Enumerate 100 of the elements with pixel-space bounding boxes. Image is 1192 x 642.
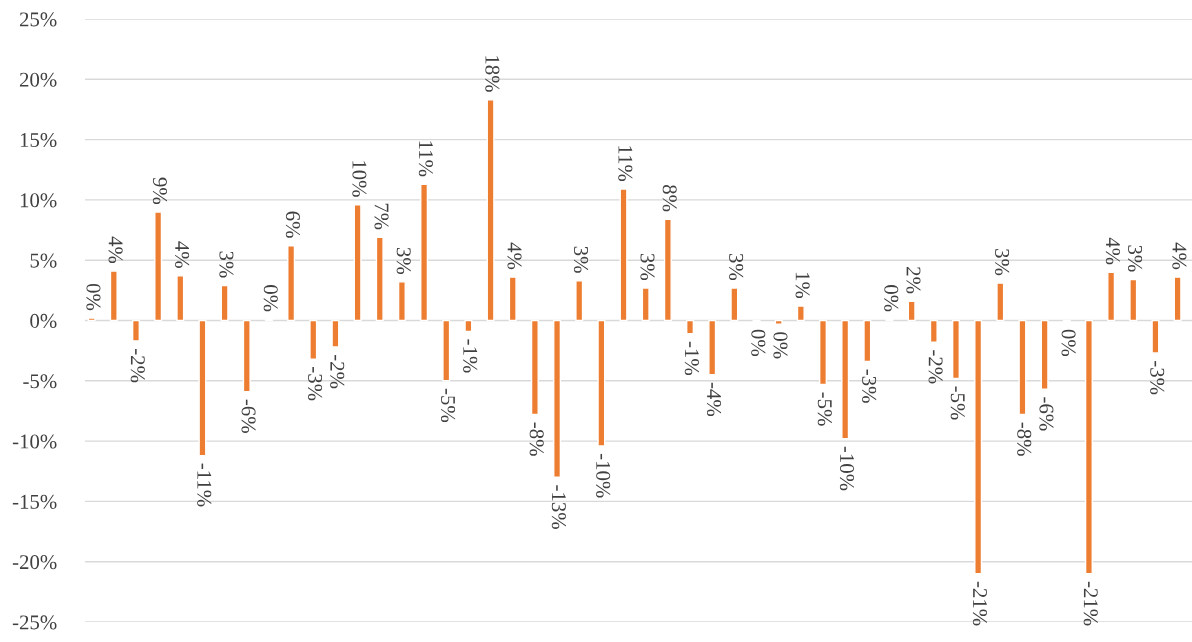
bar — [907, 300, 916, 322]
bar — [1040, 319, 1049, 390]
data-label: 11% — [618, 146, 633, 182]
data-label: -10% — [596, 453, 611, 498]
bar — [176, 275, 185, 322]
y-tick-label: 15% — [20, 132, 57, 148]
data-label: 0% — [751, 329, 766, 356]
data-label: 7% — [374, 203, 389, 230]
bar — [154, 211, 163, 322]
bar — [597, 319, 606, 447]
y-tick-label: 20% — [19, 72, 57, 87]
bar — [87, 317, 96, 322]
data-label: -13% — [551, 485, 566, 529]
data-label: -2% — [130, 349, 145, 383]
y-tick-label: -5% — [23, 374, 57, 389]
bar — [929, 319, 938, 343]
data-label: 0% — [263, 285, 278, 312]
bar — [686, 319, 695, 335]
data-label: 6% — [285, 211, 300, 238]
bar — [1129, 278, 1138, 322]
data-label: -6% — [1039, 397, 1054, 431]
data-label: 0% — [884, 285, 899, 312]
data-label: -10% — [839, 446, 855, 491]
data-label: 3% — [219, 251, 234, 278]
bar — [1018, 319, 1027, 416]
bar — [619, 188, 628, 322]
data-label: -3% — [1150, 361, 1165, 395]
bar — [575, 280, 584, 322]
data-label: -21% — [1083, 581, 1098, 626]
data-label: 3% — [396, 247, 411, 274]
y-tick-label: -15% — [12, 494, 57, 509]
data-label: -2% — [330, 355, 345, 389]
bar — [220, 284, 229, 322]
bar — [996, 282, 1005, 322]
bar — [198, 319, 207, 457]
bar — [553, 319, 562, 478]
data-label: -8% — [529, 422, 544, 456]
bar — [109, 270, 118, 322]
bar — [420, 183, 429, 322]
data-label: -21% — [972, 581, 987, 626]
bar — [1107, 271, 1116, 322]
data-label: 4% — [1105, 237, 1120, 265]
bar — [242, 319, 251, 393]
bar — [663, 218, 672, 322]
data-label: 4% — [507, 242, 522, 270]
data-label: 4% — [1172, 242, 1187, 270]
data-label: -3% — [307, 367, 323, 401]
data-label: -8% — [1017, 422, 1032, 456]
data-label: 0% — [86, 283, 101, 311]
bar — [375, 236, 384, 322]
y-tick-label: 10% — [20, 193, 57, 208]
bar — [486, 99, 495, 322]
data-label: -6% — [241, 399, 256, 433]
y-tick-label: -25% — [12, 615, 57, 630]
y-tick-label: -20% — [12, 555, 57, 570]
data-label: -11% — [197, 463, 212, 507]
data-label: 3% — [1127, 245, 1143, 272]
data-label: -3% — [862, 369, 877, 403]
data-label: -5% — [817, 392, 832, 426]
data-label: -5% — [440, 388, 456, 423]
bar — [508, 276, 517, 322]
data-label: -2% — [928, 350, 943, 384]
bar — [796, 305, 805, 322]
data-label: 4% — [108, 236, 123, 264]
data-label: 3% — [729, 253, 744, 280]
data-label: 3% — [640, 253, 655, 280]
bar — [818, 319, 828, 386]
bar — [774, 319, 783, 325]
data-label: 10% — [352, 161, 367, 197]
data-label: -1% — [463, 339, 478, 373]
y-tick-label: 25% — [19, 12, 57, 27]
data-label: 11% — [418, 141, 433, 177]
bar — [331, 319, 340, 348]
data-label: 0% — [773, 332, 788, 359]
bar — [863, 319, 872, 363]
data-label: 2% — [906, 267, 921, 294]
bar — [708, 319, 717, 376]
data-label: 18% — [485, 56, 500, 92]
data-label: 9% — [152, 177, 167, 205]
bar — [841, 319, 850, 440]
bar — [1084, 319, 1093, 575]
data-label: 8% — [662, 184, 677, 212]
data-label: -4% — [706, 382, 722, 416]
bar — [730, 287, 739, 322]
bar — [1151, 319, 1160, 354]
bar — [1173, 276, 1182, 322]
bar — [530, 319, 539, 416]
data-label: -5% — [950, 386, 965, 420]
bar — [641, 287, 650, 322]
bar — [287, 245, 296, 322]
data-label: -1% — [684, 341, 699, 375]
bar — [397, 281, 406, 322]
data-label: 0% — [1061, 329, 1076, 356]
y-tick-label: -10% — [12, 434, 57, 449]
bar — [442, 319, 451, 382]
y-tick-label: 5% — [30, 253, 57, 268]
bar — [353, 204, 362, 322]
bar — [131, 319, 140, 342]
bar — [309, 319, 318, 360]
data-label: 3% — [573, 246, 589, 273]
